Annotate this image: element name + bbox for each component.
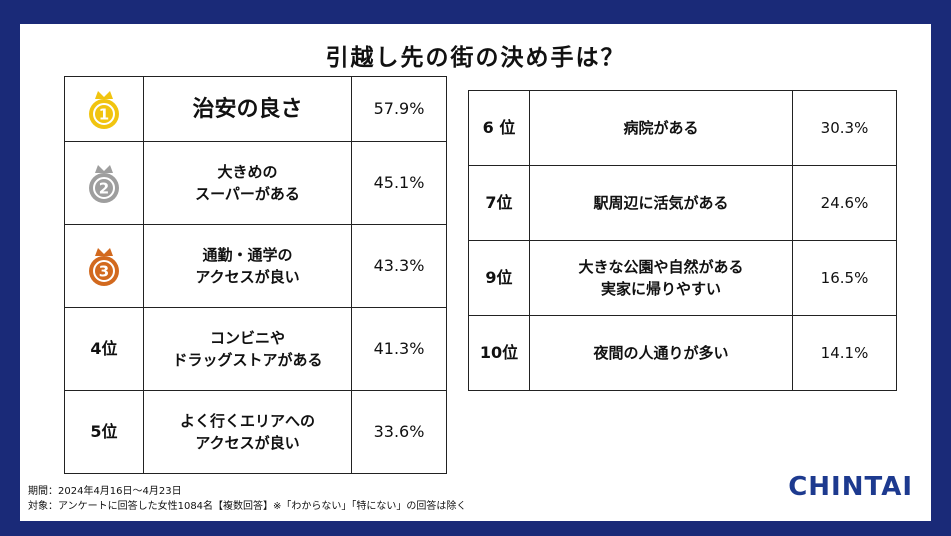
rank-cell: 4位 — [64, 307, 144, 391]
table-row: 7位 駅周辺に活気がある 24.6% — [468, 165, 897, 241]
reason-cell: 大きめの スーパーがある — [143, 141, 352, 225]
chart-title: 引越し先の街の決め手は？ — [325, 45, 626, 71]
rank-label: 10位 — [479, 343, 519, 362]
reason-label: 通勤・通学の アクセスが良い — [195, 245, 300, 287]
reason-cell: 通勤・通学の アクセスが良い — [143, 224, 352, 308]
survey-period-note: 期間：2024年4月16日〜4月23日 — [28, 486, 182, 497]
reason-label: 大きめの スーパーがある — [195, 162, 300, 204]
reason-cell: 治安の良さ — [143, 76, 352, 142]
table-row: 3 通勤・通学の アクセスが良い 43.3% — [64, 224, 447, 308]
medal-rank-number: 2 — [99, 180, 109, 198]
percent-label: 16.5% — [792, 240, 897, 316]
rank-cell: 3 — [64, 224, 144, 308]
rank-label: 6 位 — [482, 118, 516, 137]
table-row: 1 治安の良さ 57.9% — [64, 76, 447, 142]
percent-label: 30.3% — [792, 90, 897, 166]
percent-label: 57.9% — [351, 76, 447, 142]
table-row: 10位 夜間の人通りが多い 14.1% — [468, 315, 897, 391]
rank-cell: 5位 — [64, 390, 144, 474]
table-row: 5位 よく行くエリアへの アクセスが良い 33.6% — [64, 390, 447, 474]
table-row: 2 大きめの スーパーがある 45.1% — [64, 141, 447, 225]
reason-label: 大きな公園や自然がある 実家に帰りやすい — [578, 257, 744, 299]
rank-cell: 2 — [64, 141, 144, 225]
percent-label: 24.6% — [792, 165, 897, 241]
bronze-medal-icon: 3 — [89, 248, 119, 286]
reason-label: コンビニや ドラッグストアがある — [172, 328, 323, 370]
reason-cell: 病院がある — [529, 90, 793, 166]
survey-target-note: 対象：アンケートに回答した女性1084名【複数回答】※「わからない」「特にない」… — [28, 501, 467, 512]
table-row: 9位 大きな公園や自然がある 実家に帰りやすい 16.5% — [468, 240, 897, 316]
rank-cell: 1 — [64, 76, 144, 142]
infographic-card: 引越し先の街の決め手は？ 1 治安の良さ 57.9% 2 大きめの スーパーがある 45.… — [20, 24, 931, 521]
reason-label: 夜間の人通りが多い — [593, 343, 729, 362]
percent-label: 33.6% — [351, 390, 447, 474]
gold-medal-icon: 1 — [89, 91, 119, 129]
reason-cell: 大きな公園や自然がある 実家に帰りやすい — [529, 240, 793, 316]
rank-label: 7位 — [485, 193, 513, 212]
rank-cell: 9位 — [468, 240, 530, 316]
ranking-table-right: 6 位 病院がある 30.3% 7位 駅周辺に活気がある 24.6% 9位 大きな公園や自然が… — [468, 90, 897, 391]
medal-rank-number: 3 — [99, 263, 109, 281]
rank-cell: 10位 — [468, 315, 530, 391]
reason-label: 駅周辺に活気がある — [593, 193, 729, 212]
percent-label: 45.1% — [351, 141, 447, 225]
reason-label: 治安の良さ — [192, 96, 303, 122]
reason-cell: コンビニや ドラッグストアがある — [143, 307, 352, 391]
ranking-table-left: 1 治安の良さ 57.9% 2 大きめの スーパーがある 45.1% 3 通勤・通学の アクセ… — [64, 76, 447, 474]
table-row: 6 位 病院がある 30.3% — [468, 90, 897, 166]
rank-cell: 6 位 — [468, 90, 530, 166]
percent-label: 14.1% — [792, 315, 897, 391]
reason-cell: よく行くエリアへの アクセスが良い — [143, 390, 352, 474]
reason-label: 病院がある — [623, 118, 699, 137]
reason-cell: 夜間の人通りが多い — [529, 315, 793, 391]
rank-label: 5位 — [90, 422, 118, 441]
chintai-logo: CHINTAI — [788, 472, 913, 502]
reason-cell: 駅周辺に活気がある — [529, 165, 793, 241]
table-row: 4位 コンビニや ドラッグストアがある 41.3% — [64, 307, 447, 391]
percent-label: 43.3% — [351, 224, 447, 308]
percent-label: 41.3% — [351, 307, 447, 391]
medal-rank-number: 1 — [99, 106, 109, 124]
rank-label: 9位 — [485, 268, 513, 287]
reason-label: よく行くエリアへの アクセスが良い — [179, 411, 315, 453]
rank-label: 4位 — [90, 339, 118, 358]
silver-medal-icon: 2 — [89, 165, 119, 203]
rank-cell: 7位 — [468, 165, 530, 241]
